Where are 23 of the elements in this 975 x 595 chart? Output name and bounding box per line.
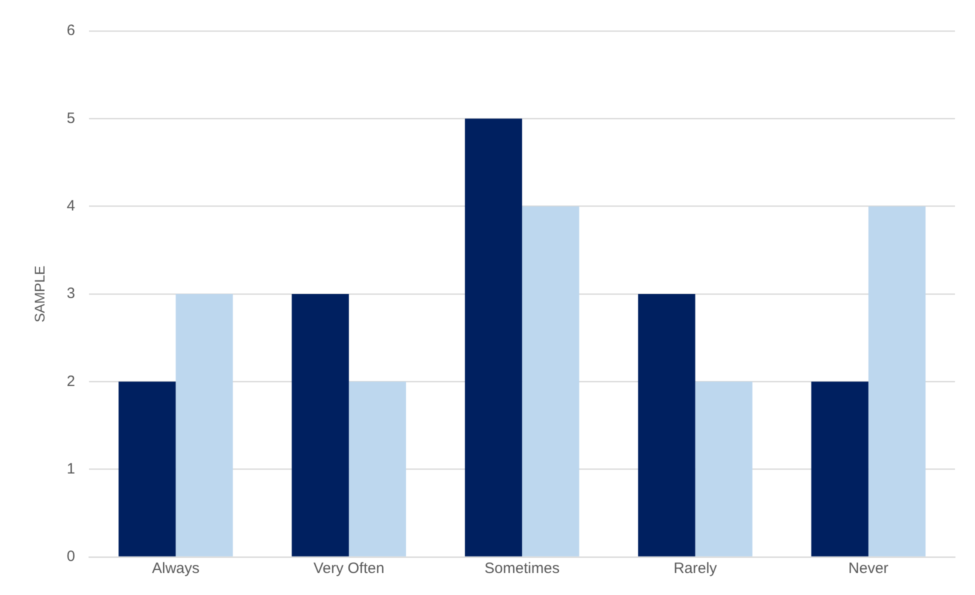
y-tick-label: 4 — [66, 197, 76, 214]
x-tick-label: Always — [152, 560, 200, 578]
y-tick-label: 1 — [66, 460, 76, 478]
x-tick-label: Sometimes — [484, 560, 560, 578]
bar — [868, 206, 926, 556]
bar — [638, 294, 696, 556]
bar — [292, 294, 349, 556]
y-tick-label: 5 — [66, 110, 76, 127]
y-tick-label: 2 — [66, 372, 76, 390]
bar — [118, 382, 176, 556]
bar — [522, 206, 580, 556]
y-tick-label: 0 — [66, 548, 76, 566]
y-axis-title: SAMPLE — [31, 266, 48, 322]
bar — [464, 118, 522, 556]
bar — [695, 382, 752, 556]
bar — [348, 382, 406, 556]
bar — [811, 382, 868, 556]
y-tick-label: 6 — [66, 22, 76, 40]
x-tick-label: Rarely — [674, 560, 718, 578]
x-tick-label: Very Often — [313, 560, 384, 578]
x-tick-label: Never — [848, 560, 888, 578]
bar — [176, 294, 233, 556]
y-tick-label: 3 — [66, 285, 76, 302]
